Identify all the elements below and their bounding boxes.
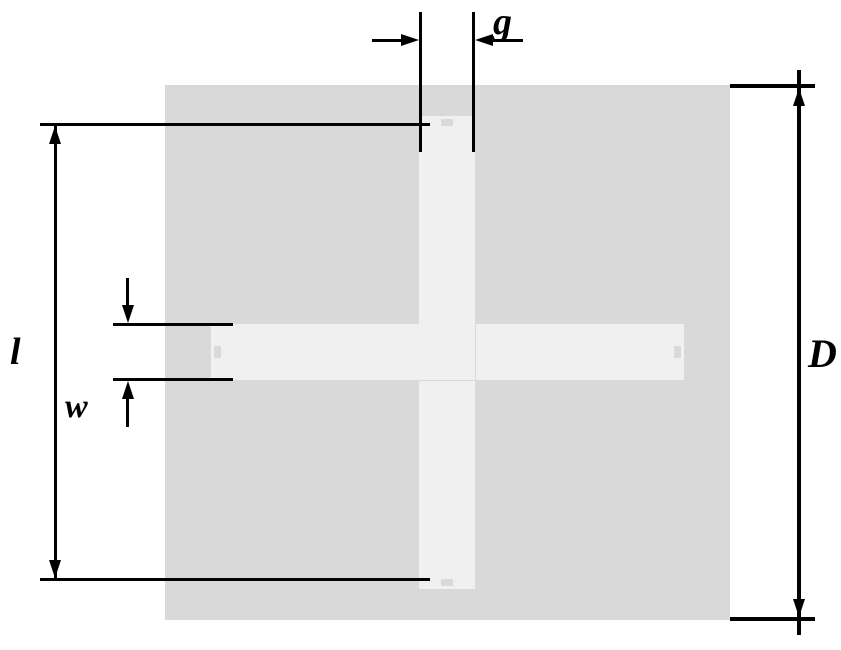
l-ext-bottom <box>40 578 430 581</box>
D-arrow-top <box>793 88 805 106</box>
D-arrow-bottom <box>793 599 805 617</box>
w-tail-top <box>126 278 129 306</box>
l-ext-top <box>40 123 430 126</box>
cross-arm-left <box>220 324 419 380</box>
l-body <box>54 126 57 578</box>
g-arrow-left <box>401 34 419 46</box>
cross-arm-bottom <box>419 381 475 580</box>
g-ext-right <box>472 12 475 152</box>
w-ext-top <box>113 323 233 326</box>
l-arrow-top <box>49 126 61 144</box>
D-body <box>797 88 801 617</box>
g-arrow-right <box>475 34 493 46</box>
cross-arm-top <box>419 125 475 324</box>
D-tick-top <box>797 70 801 84</box>
D-label: D <box>808 330 837 377</box>
w-tail-bottom <box>126 399 129 427</box>
D-ext-bottom <box>730 617 815 621</box>
g-label: g <box>493 0 512 44</box>
w-arrow-bottom <box>122 381 134 399</box>
D-tick-bottom <box>797 621 801 635</box>
w-arrow-top <box>122 305 134 323</box>
gap-bridge-left <box>214 346 221 358</box>
g-tail-left <box>372 39 402 42</box>
gap-bridge-top <box>441 119 453 126</box>
w-label: w <box>65 388 88 426</box>
cross-arm-right <box>476 324 675 380</box>
l-label: l <box>10 330 21 374</box>
g-ext-left <box>419 12 422 152</box>
gap-bridge-right <box>674 346 681 358</box>
l-arrow-bottom <box>49 560 61 578</box>
cross-center <box>419 324 475 380</box>
gap-bridge-bottom <box>441 579 453 586</box>
